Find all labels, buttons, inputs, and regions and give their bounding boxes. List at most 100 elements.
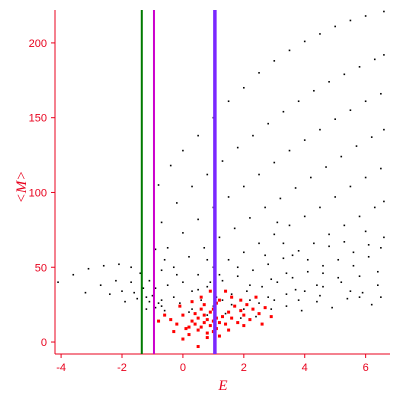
data-point-black (169, 164, 172, 167)
data-point-black (267, 263, 269, 266)
data-point-black (331, 306, 333, 309)
y-tick-label: 0 (41, 337, 47, 349)
data-point-black (154, 306, 157, 309)
data-point-black (343, 73, 346, 76)
data-point-black (154, 248, 157, 251)
y-tick-label: 100 (29, 187, 47, 199)
data-point-black (294, 288, 297, 291)
data-point-red (227, 310, 231, 314)
data-point-black (172, 266, 175, 269)
data-point-black (227, 100, 230, 103)
data-point-black (148, 279, 151, 282)
data-point-black (182, 149, 184, 152)
data-point-red (190, 319, 194, 323)
data-point-black (209, 281, 212, 284)
data-point-red (196, 345, 200, 349)
data-point-black (297, 299, 300, 301)
data-point-black (358, 215, 361, 218)
data-point-red (236, 321, 240, 325)
x-tick-label: 6 (363, 362, 369, 374)
data-point-black (145, 296, 148, 298)
data-point-black (182, 281, 184, 284)
data-point-black (218, 236, 221, 239)
data-point-red (172, 330, 176, 334)
data-point-red (187, 325, 191, 329)
data-point-black (252, 269, 254, 272)
data-point-black (383, 200, 385, 203)
data-point-red (202, 313, 206, 317)
data-point-black (373, 206, 376, 209)
data-point-black (261, 285, 263, 288)
data-point-black (224, 312, 227, 315)
data-point-black (291, 254, 294, 257)
data-point-black (297, 250, 300, 252)
data-point-red (193, 312, 197, 316)
data-point-black (218, 273, 221, 276)
data-point-black (182, 232, 184, 234)
data-point-black (258, 242, 260, 245)
data-point-black (160, 299, 163, 301)
data-point-black (246, 290, 248, 292)
data-point-black (267, 296, 269, 298)
x-tick-label: -2 (117, 362, 127, 374)
data-point-red (233, 304, 237, 308)
data-point-black (310, 176, 312, 179)
x-axis-label: E (217, 378, 227, 394)
data-point-red (199, 295, 203, 299)
data-point-black (200, 299, 202, 301)
data-point-red (260, 322, 264, 326)
data-point-black (206, 285, 209, 288)
data-point-black (118, 263, 120, 266)
data-point-black (303, 215, 306, 218)
data-point-black (160, 221, 163, 224)
data-point-red (208, 289, 212, 293)
data-point-black (206, 314, 209, 316)
data-point-black (273, 60, 276, 62)
data-point-black (358, 275, 361, 278)
data-point-red (263, 306, 267, 310)
data-point-black (313, 89, 315, 92)
data-point-black (313, 242, 315, 245)
data-point-black (319, 128, 321, 131)
data-point-black (221, 160, 224, 162)
data-point-black (325, 166, 327, 168)
data-point-red (205, 331, 209, 335)
data-point-black (258, 302, 260, 304)
data-point-black (227, 258, 230, 261)
data-point-black (124, 300, 126, 303)
data-point-black (230, 293, 233, 295)
data-point-black (136, 297, 139, 300)
data-point-black (358, 66, 361, 68)
data-point-black (303, 139, 306, 141)
data-point-red (181, 337, 185, 341)
data-point-black (72, 273, 75, 276)
data-point-black (197, 218, 199, 221)
data-point-red (190, 300, 194, 304)
data-point-black (160, 269, 163, 272)
data-point-black (258, 72, 260, 74)
data-point-red (169, 318, 173, 322)
data-point-black (288, 49, 291, 52)
data-point-red (178, 304, 182, 308)
data-point-black (349, 185, 352, 188)
data-point-red (196, 328, 200, 332)
data-point-black (142, 287, 145, 289)
data-point-red (248, 318, 252, 322)
data-point-black (282, 242, 285, 245)
data-point-red (157, 319, 161, 323)
data-point-red (205, 336, 209, 340)
x-tick-label: 0 (180, 362, 186, 374)
data-point-black (361, 291, 364, 294)
data-point-red (242, 313, 246, 317)
data-point-red (239, 309, 243, 313)
data-point-black (319, 206, 321, 209)
data-point-black (303, 40, 306, 43)
data-point-black (206, 173, 209, 176)
data-point-black (285, 272, 288, 275)
data-point-red (227, 328, 231, 332)
data-point-black (334, 196, 336, 198)
data-point-black (319, 33, 321, 35)
data-point-black (288, 224, 291, 227)
data-point-black (328, 233, 330, 236)
data-point-black (364, 176, 367, 179)
